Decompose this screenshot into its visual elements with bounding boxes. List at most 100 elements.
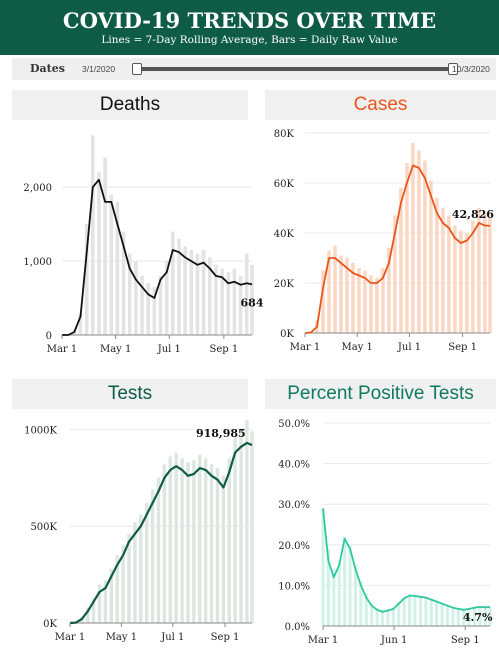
tests-bar [227,458,231,623]
percent_positive-x-tick-label: Sep 1 [451,635,480,646]
tests-bar [121,545,125,623]
deaths-bar [250,264,254,335]
tests-series-line [69,441,253,625]
percent_positive-bar [370,603,374,626]
tests-x-tick-label: Mar 1 [55,632,86,643]
tests-bar [97,584,102,623]
deaths-bar [177,238,181,335]
deaths-bar [78,312,83,335]
percent_positive-bar [375,607,379,626]
tests-bar [233,437,237,623]
tests-bar [150,489,155,623]
deaths-bar [201,249,206,335]
tests-bar [239,429,243,623]
cases-bar [465,233,469,333]
cases-y-tick-label: 0K [280,329,294,340]
percent_positive-bar [424,596,428,626]
deaths-y-tick-label: 1,000 [23,257,52,268]
percent_positive-bar [337,561,341,626]
percent_positive-bar [462,608,466,626]
tests-bar [162,464,167,623]
deaths-bar [152,286,157,335]
percent_positive-bar [483,606,487,626]
percent_positive-bar [353,565,358,626]
tests-bar [144,502,149,623]
deaths-x-tick-label: Jul 1 [157,344,181,355]
cases-x-tick-label: Jul 1 [397,342,421,353]
tests-x-tick-label: May 1 [106,632,137,643]
deaths-bar [183,246,187,335]
tests-bar [209,464,214,623]
percent_positive-bar [451,606,455,626]
tests-bar [133,522,137,623]
deaths-bar [244,253,249,335]
tests-bar [245,419,249,623]
deaths-series-line [62,178,253,336]
tests-bar [156,477,161,623]
cases-bar [459,230,463,333]
deaths-bar [134,261,138,335]
cases-bar [363,270,367,333]
tests-x-tick-label: Sep 1 [211,632,240,643]
deaths-bar [91,135,95,335]
cases-y-tick-label: 20K [274,279,295,290]
date-start-handle[interactable] [132,63,142,75]
date-end-handle[interactable] [448,63,458,75]
cases-bar [387,248,391,333]
cases-x-tick-label: Mar 1 [290,342,321,353]
date-range-slider-track[interactable] [136,67,454,71]
deaths-bar [109,194,114,335]
tests-panel-title: Tests [12,379,248,409]
tests-y-tick-label: 1000K [24,425,57,436]
percent_positive-y-tick-label: 0.0% [285,622,310,633]
percent_positive-bar [397,601,401,626]
cases-bar [345,258,349,333]
percent_positive-bar [359,581,363,626]
deaths-bar [232,268,237,335]
deaths-y-tick-label: 0 [46,331,52,342]
deaths-bar [146,283,150,335]
deaths-panel-title: Deaths [12,90,248,120]
tests-bar [215,468,220,623]
deaths-bar [226,272,231,335]
tests-bar [168,456,172,623]
cases-bar [375,278,379,333]
cases-bar [411,143,415,333]
cases-bar [453,225,457,333]
percent_positive-x-tick-label: Mar 1 [308,635,339,646]
percent_positive-bar [440,602,444,626]
deaths-bar [189,249,194,335]
cases-bar [483,213,487,333]
tests-bar [103,580,108,623]
deaths-x-tick-label: Mar 1 [47,344,78,355]
date-end-value: 10/3/2020 [452,64,490,74]
deaths-bar [220,268,224,335]
percent_positive-bar [456,608,460,626]
cases-bar [357,268,361,333]
percent_positive-bar [402,596,406,626]
percent_positive-bar [413,595,417,626]
deaths-y-tick-label: 2,000 [23,183,52,194]
percent_positive-bar [445,604,450,626]
deaths-bar [103,157,107,335]
deaths-bar [171,231,175,335]
percent_positive-bar [435,600,439,626]
cases-bar [441,208,445,333]
cases-bar [488,218,492,333]
percent_positive-y-tick-label: 50.0% [278,419,310,430]
date-range-filter: Dates 3/1/2020 10/3/2020 [12,58,496,80]
cases-bar [399,188,403,333]
cases-y-tick-label: 80K [274,129,295,140]
percent_positive-x-tick-label: Jun 1 [380,635,407,646]
cases-bar [423,160,427,333]
percent_positive-y-tick-label: 30.0% [278,500,310,511]
deaths-bar [127,253,132,335]
deaths-bar [164,261,169,335]
tests-bar [186,462,190,623]
tests-bar [139,514,143,623]
tests-y-tick-label: 0K [43,619,57,630]
percent_positive-y-tick-label: 40.0% [278,460,310,471]
date-filter-label: Dates [30,62,65,75]
deaths-x-tick-label: May 1 [100,344,131,355]
deaths-bar [158,275,163,335]
